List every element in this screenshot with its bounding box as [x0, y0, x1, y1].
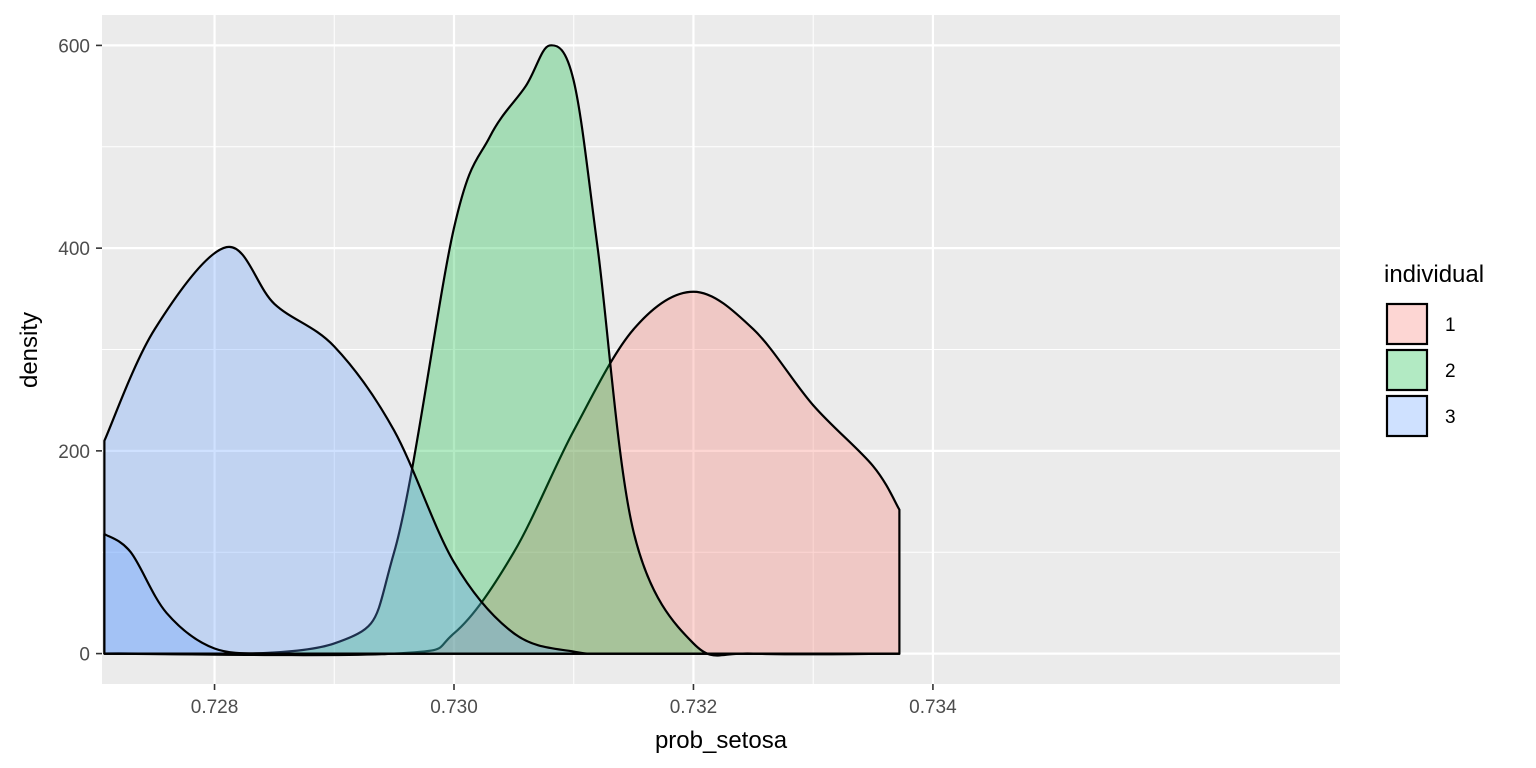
- density-area-3-3: [103, 532, 901, 656]
- legend-key-1: [1385, 302, 1429, 346]
- y-axis-title: density: [16, 312, 43, 388]
- x-tick-label: 0.730: [430, 697, 478, 718]
- density-area-2-1: [103, 44, 901, 657]
- x-axis-title: prob_setosa: [655, 727, 788, 754]
- legend-key-2: [1385, 348, 1429, 392]
- legend-label-1: 1: [1445, 315, 1456, 336]
- legend-key-3: [1385, 394, 1429, 438]
- x-tick-label: 0.728: [191, 697, 239, 718]
- y-tick-label: 600: [58, 36, 90, 57]
- legend-key-bg: [1386, 303, 1428, 345]
- legend-label-2: 2: [1445, 361, 1456, 382]
- x-tick-label: 0.732: [670, 697, 718, 718]
- legend-label-3: 3: [1445, 407, 1456, 428]
- axes: 0.728 0.730 0.732 0.734 0 200 400 600: [58, 36, 957, 718]
- legend-keys: 1 2 3: [1385, 302, 1456, 438]
- legend: individual 1 2 3: [1384, 261, 1484, 438]
- y-tick-label: 200: [58, 442, 90, 463]
- y-tick-label: 0: [79, 645, 90, 666]
- y-tick-label: 400: [58, 239, 90, 260]
- grid: [94, 15, 1340, 684]
- density-areas: [103, 44, 901, 657]
- legend-key-bg: [1386, 349, 1428, 391]
- legend-key-bg: [1386, 395, 1428, 437]
- x-tick-label: 0.734: [909, 697, 957, 718]
- legend-title: individual: [1384, 261, 1484, 288]
